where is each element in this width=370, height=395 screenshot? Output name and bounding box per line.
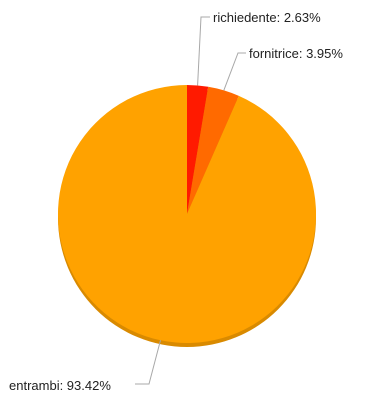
slice-label-fornitrice: fornitrice: 3.95% (249, 46, 343, 61)
leader-line-richiedente (197, 16, 210, 86)
slice-label-entrambi: entrambi: 93.42% (9, 378, 111, 393)
leader-line-entrambi (135, 340, 161, 385)
pie-slices (58, 85, 317, 347)
leader-lines (135, 16, 246, 385)
pie-slice-richiedente (187, 85, 209, 214)
pie-slice-entrambi (58, 85, 317, 343)
leader-line-fornitrice (223, 52, 246, 91)
slice-label-richiedente: richiedente: 2.63% (213, 10, 321, 25)
pie-slice-fornitrice (187, 86, 239, 214)
